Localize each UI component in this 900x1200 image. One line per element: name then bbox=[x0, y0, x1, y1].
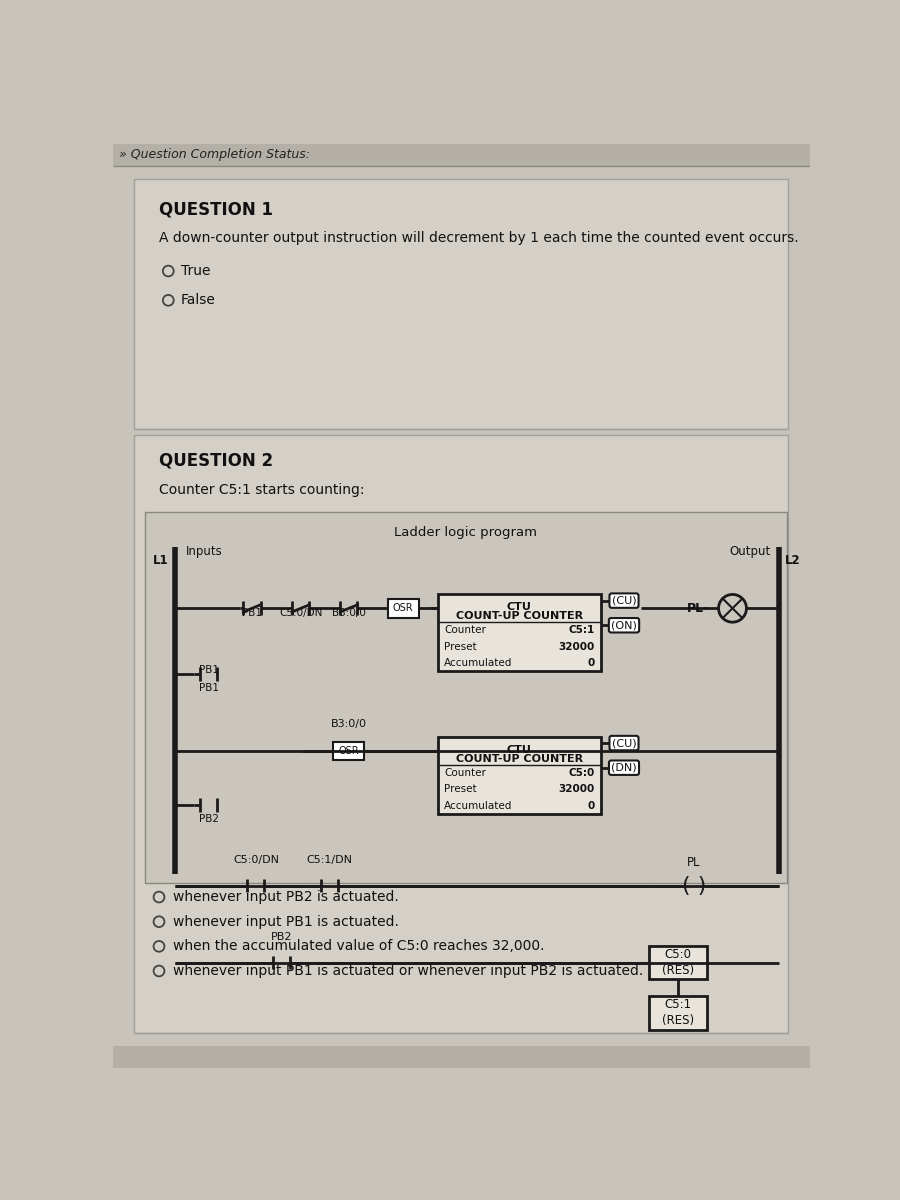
Text: (ON): (ON) bbox=[611, 620, 637, 630]
Text: A down-counter output instruction will decrement by 1 each time the counted even: A down-counter output instruction will d… bbox=[159, 232, 798, 245]
FancyBboxPatch shape bbox=[145, 512, 787, 883]
Text: B3:0/0: B3:0/0 bbox=[332, 607, 365, 618]
Text: False: False bbox=[181, 293, 216, 307]
FancyBboxPatch shape bbox=[134, 436, 788, 1033]
FancyBboxPatch shape bbox=[134, 179, 788, 428]
Text: QUESTION 1: QUESTION 1 bbox=[159, 200, 273, 218]
Text: OSR: OSR bbox=[338, 745, 359, 756]
Text: PB1: PB1 bbox=[199, 683, 219, 692]
Text: Ladder logic program: Ladder logic program bbox=[394, 526, 537, 539]
FancyBboxPatch shape bbox=[438, 737, 601, 814]
Text: » Question Completion Status:: » Question Completion Status: bbox=[119, 149, 310, 161]
Text: COUNT-UP COUNTER: COUNT-UP COUNTER bbox=[455, 754, 583, 764]
Text: 0: 0 bbox=[588, 659, 595, 668]
Text: when the accumulated value of C5:0 reaches 32,000.: when the accumulated value of C5:0 reach… bbox=[173, 940, 544, 953]
Text: CTU: CTU bbox=[507, 744, 532, 755]
FancyBboxPatch shape bbox=[112, 1046, 810, 1068]
Text: ( ): ( ) bbox=[681, 876, 706, 895]
Text: QUESTION 2: QUESTION 2 bbox=[159, 452, 273, 470]
FancyBboxPatch shape bbox=[112, 166, 810, 1068]
Text: Accumulated: Accumulated bbox=[445, 659, 513, 668]
Text: CTU: CTU bbox=[507, 602, 532, 612]
FancyBboxPatch shape bbox=[649, 996, 707, 1030]
Text: Output: Output bbox=[729, 545, 770, 558]
Text: (CU): (CU) bbox=[612, 738, 636, 748]
FancyBboxPatch shape bbox=[438, 594, 601, 672]
FancyBboxPatch shape bbox=[112, 144, 810, 166]
Text: PB1: PB1 bbox=[199, 665, 219, 674]
Text: 32000: 32000 bbox=[558, 642, 595, 652]
FancyBboxPatch shape bbox=[649, 946, 707, 979]
Text: L2: L2 bbox=[785, 554, 801, 568]
Text: True: True bbox=[181, 264, 211, 278]
Text: whenever input PB1 is actuated or whenever input PB2 is actuated.: whenever input PB1 is actuated or whenev… bbox=[173, 964, 644, 978]
Text: PL-: PL- bbox=[687, 602, 709, 614]
Text: C5:0/DN: C5:0/DN bbox=[233, 856, 279, 865]
Text: PL: PL bbox=[687, 856, 700, 869]
Text: C5:1/DN: C5:1/DN bbox=[307, 856, 353, 865]
Text: Accumulated: Accumulated bbox=[445, 800, 513, 811]
Text: 32000: 32000 bbox=[558, 785, 595, 794]
Text: Counter: Counter bbox=[445, 625, 486, 635]
Text: Inputs: Inputs bbox=[185, 545, 222, 558]
Text: Counter C5:1 starts counting:: Counter C5:1 starts counting: bbox=[159, 482, 364, 497]
Text: COUNT-UP COUNTER: COUNT-UP COUNTER bbox=[455, 611, 583, 622]
FancyBboxPatch shape bbox=[388, 599, 418, 618]
Text: (CU): (CU) bbox=[612, 595, 636, 606]
Text: 0: 0 bbox=[588, 800, 595, 811]
Text: (DN): (DN) bbox=[611, 763, 637, 773]
Text: Counter: Counter bbox=[445, 768, 486, 778]
Text: L1: L1 bbox=[153, 554, 168, 568]
Text: Preset: Preset bbox=[445, 785, 477, 794]
Text: PB2: PB2 bbox=[199, 814, 219, 824]
Text: C5:0: C5:0 bbox=[568, 768, 595, 778]
Text: OSR: OSR bbox=[392, 604, 413, 613]
Text: C5:0/DN: C5:0/DN bbox=[279, 607, 322, 618]
Text: B3:0/0: B3:0/0 bbox=[331, 719, 367, 730]
Text: Preset: Preset bbox=[445, 642, 477, 652]
Text: C5:1
(RES): C5:1 (RES) bbox=[662, 998, 694, 1027]
Text: whenever input PB1 is actuated.: whenever input PB1 is actuated. bbox=[173, 914, 399, 929]
Text: C5:1: C5:1 bbox=[568, 625, 595, 635]
Text: PB1: PB1 bbox=[242, 607, 262, 618]
Text: C5:0
(RES): C5:0 (RES) bbox=[662, 948, 694, 977]
Text: PB2: PB2 bbox=[271, 932, 292, 942]
Text: whenever input PB2 is actuated.: whenever input PB2 is actuated. bbox=[173, 890, 399, 904]
FancyBboxPatch shape bbox=[333, 742, 364, 760]
